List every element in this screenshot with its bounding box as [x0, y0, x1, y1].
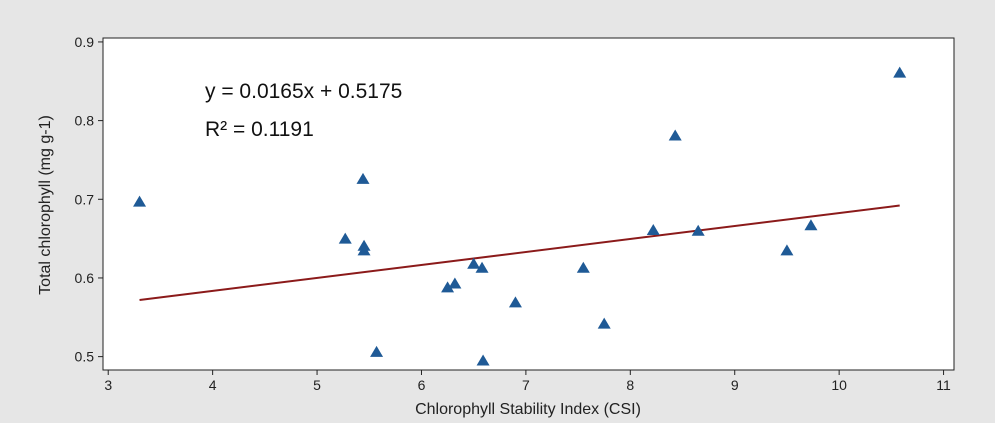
data-point-triangle: [475, 261, 489, 273]
x-tick-label: 11: [936, 377, 951, 393]
data-point-triangle: [467, 257, 481, 269]
data-point-triangle: [508, 296, 522, 308]
y-tick-label: 0.6: [75, 270, 95, 286]
plot-area: [102, 37, 955, 371]
x-tick-label: 9: [731, 377, 739, 393]
data-point-triangle: [668, 129, 682, 141]
x-tick-label: 8: [626, 377, 634, 393]
x-tick-label: 6: [418, 377, 426, 393]
x-axis-title: Chlorophyll Stability Index (CSI): [415, 401, 641, 418]
data-point-triangle: [448, 277, 462, 289]
data-point-triangle: [804, 219, 818, 231]
y-tick-label: 0.9: [75, 34, 95, 50]
data-point-triangle: [597, 317, 611, 329]
x-tick-label: 10: [831, 377, 847, 393]
data-point-triangle: [646, 223, 660, 235]
y-axis-ticks: 0.5 0.6 0.7 0.8 0.9: [75, 34, 103, 365]
data-point-triangle: [576, 261, 590, 273]
x-tick-label: 7: [522, 377, 530, 393]
x-tick-label: 4: [209, 377, 217, 393]
y-tick-label: 0.7: [75, 191, 95, 207]
y-tick-label: 0.8: [75, 113, 95, 129]
x-axis-ticks: 3 4 5 6 7 8 9 10 11: [104, 370, 951, 393]
y-axis-title: Total chlorophyll (mg g-1): [37, 115, 54, 295]
data-point-triangle: [476, 354, 490, 366]
data-point-triangle: [780, 244, 794, 256]
trendline: [139, 204, 900, 302]
data-point-triangle: [356, 172, 370, 184]
x-tick-label: 3: [104, 377, 112, 393]
data-point-triangle: [691, 224, 705, 236]
y-tick-label: 0.5: [75, 349, 95, 365]
data-point-triangle: [338, 232, 352, 244]
data-point-triangle: [133, 195, 147, 207]
data-point-triangle: [370, 345, 384, 357]
x-tick-label: 5: [313, 377, 321, 393]
data-point-triangle: [893, 66, 907, 78]
data-points: [133, 66, 907, 366]
data-point-triangle: [357, 244, 371, 256]
equation-label: y = 0.0165x + 0.5175: [205, 80, 402, 103]
r-squared-label: R² = 0.1191: [205, 118, 314, 141]
data-point-triangle: [441, 281, 455, 293]
